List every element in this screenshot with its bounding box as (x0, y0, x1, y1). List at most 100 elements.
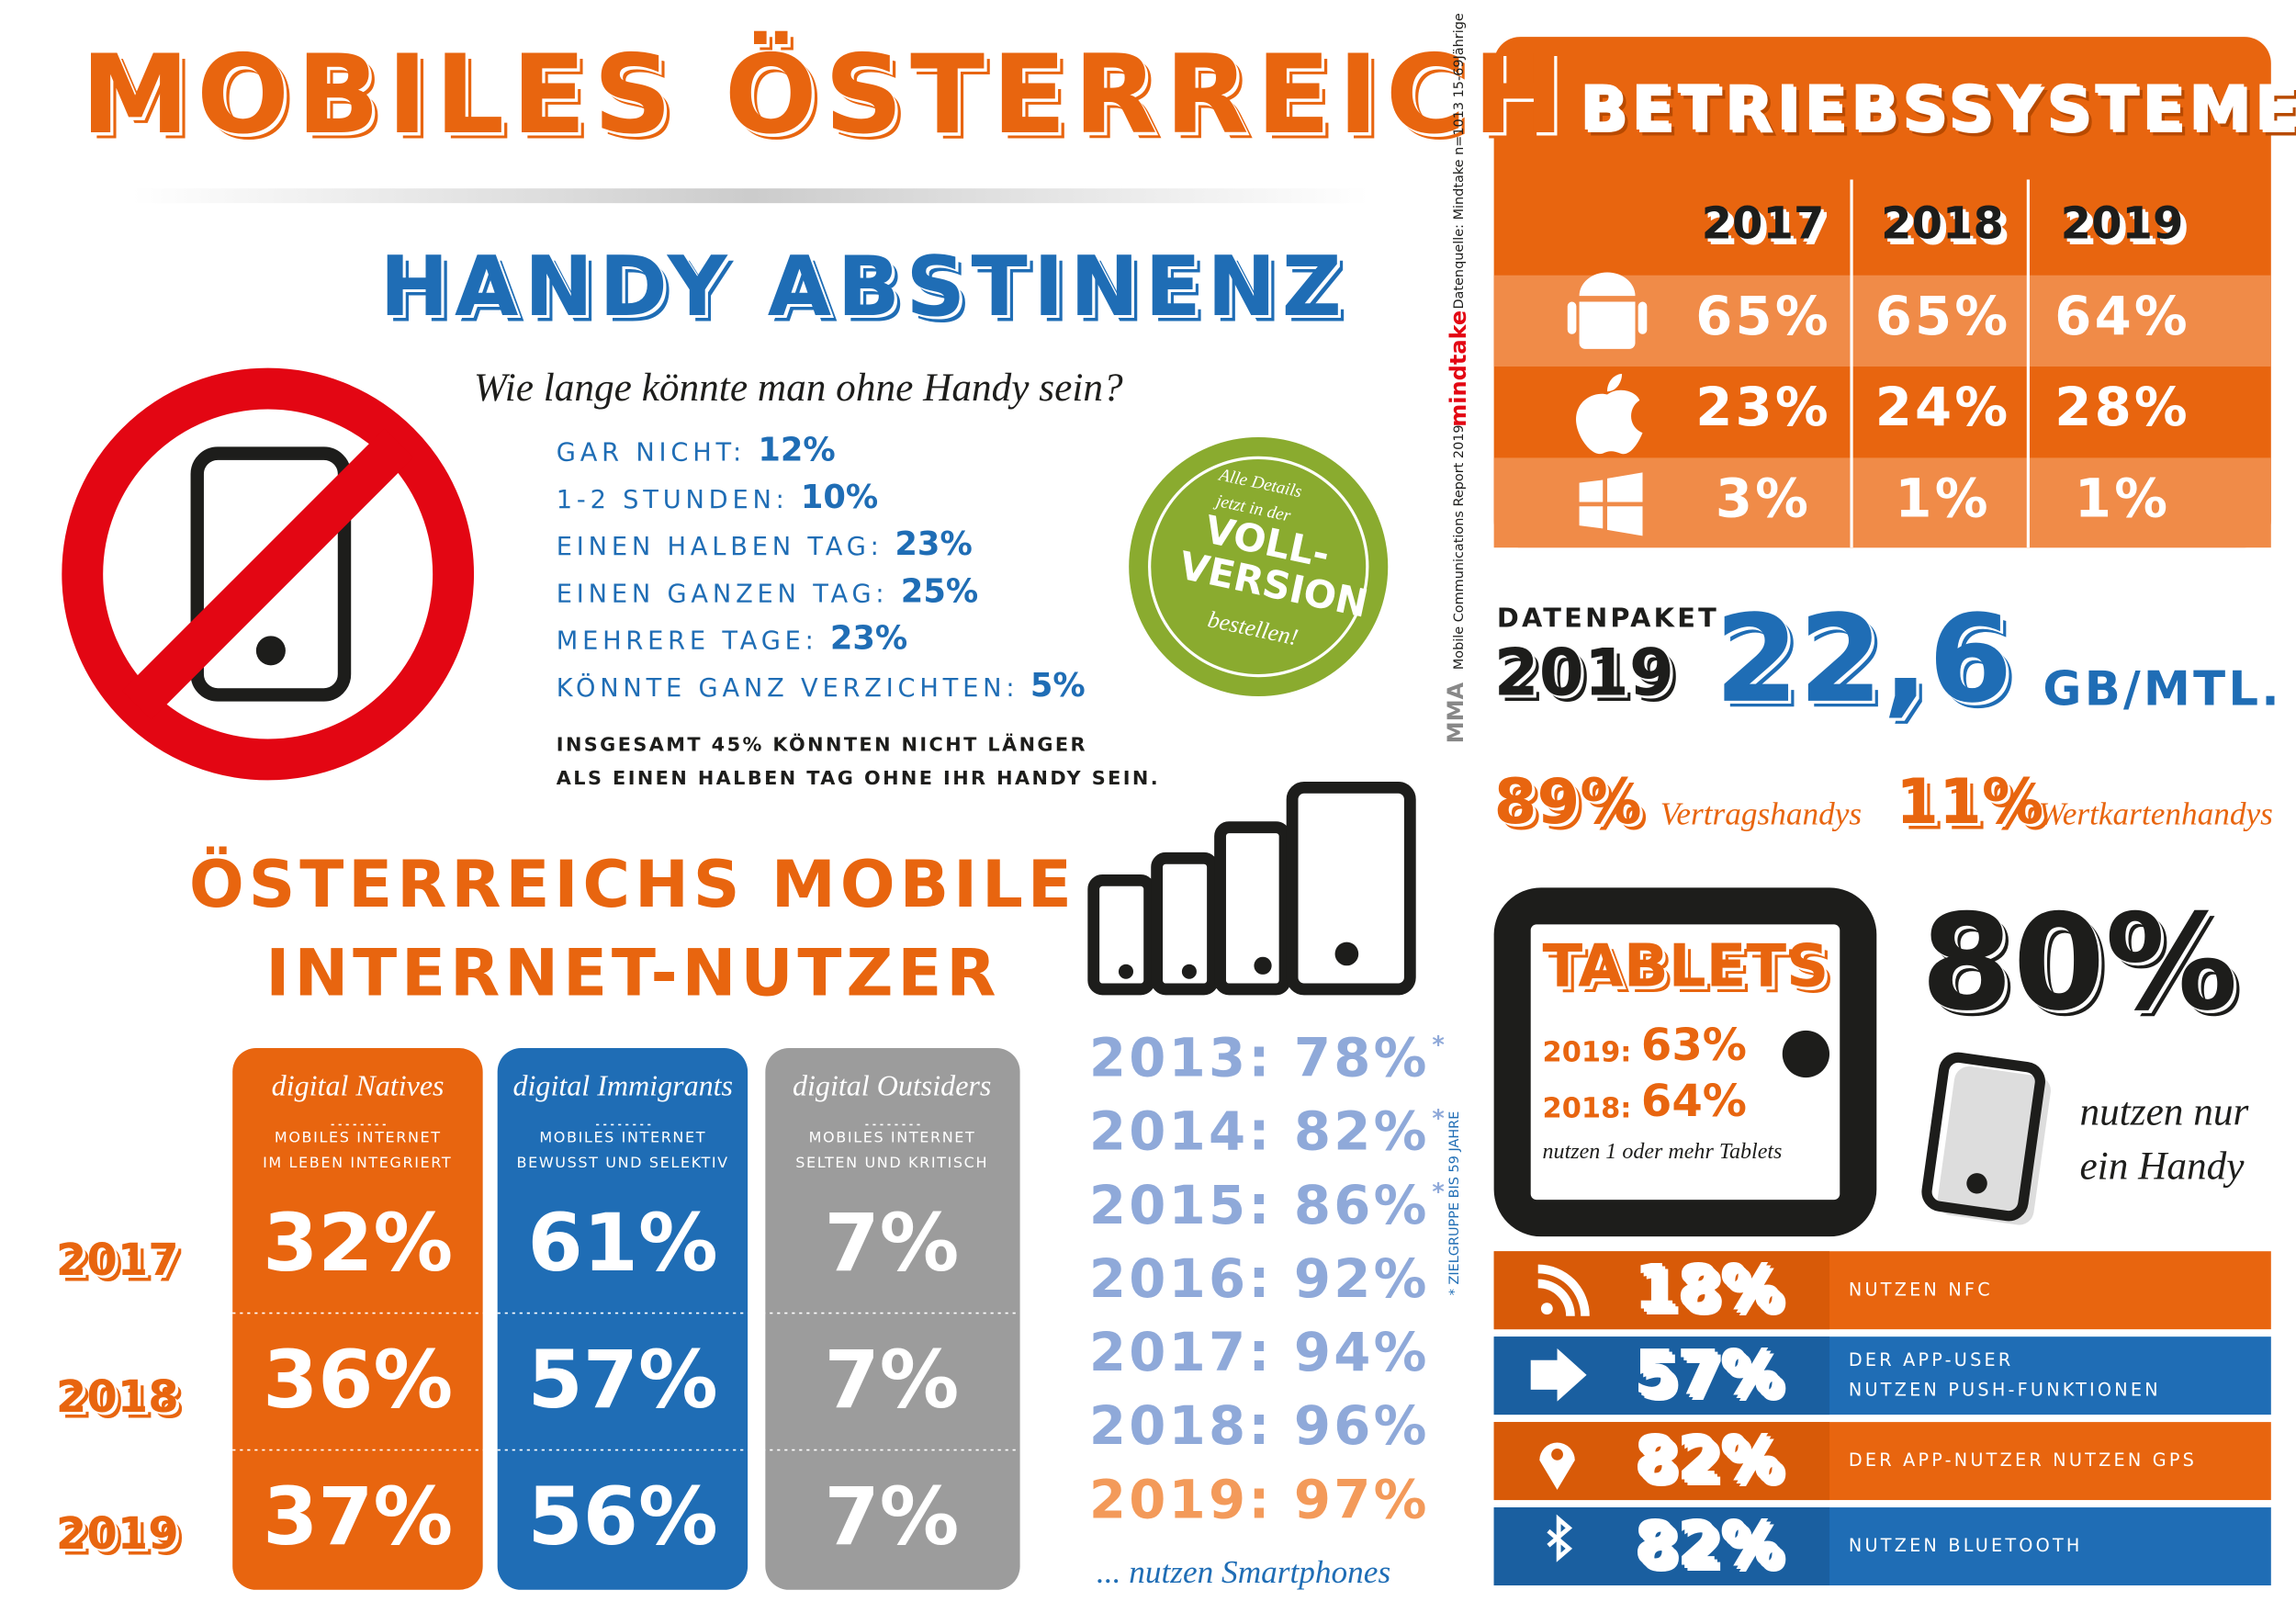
group-value: 36% (263, 1333, 454, 1427)
tablet-title: TABLETS (1542, 933, 1829, 1001)
section-title: BETRIEBSSYSTEME (1579, 72, 2296, 145)
year-label: 2018 (1881, 198, 2004, 251)
smartphone-share: 2013: 78% (1088, 1029, 1430, 1089)
feature-label: DER APP-USER (1848, 1349, 2014, 1371)
feature-share: 82% (1633, 1507, 1782, 1580)
answer-label: GAR NICHT: (556, 438, 746, 468)
group-desc: IM LEBEN INTEGRIERT (263, 1156, 453, 1172)
answer-value: 12% (758, 433, 836, 470)
badge (1129, 436, 1389, 697)
summary-note: INSGESAMT 45% KÖNNTEN NICHT LÄNGER (556, 734, 1088, 757)
footnote-mark: * (1432, 1178, 1445, 1206)
smartphone-share: 2019: 97% (1088, 1470, 1430, 1531)
report: Mobile Communications Report 2019 (1452, 424, 1468, 671)
group-desc: SELTEN UND KRITISCH (795, 1156, 989, 1172)
section-title: ÖSTERREICHS MOBILE (188, 848, 1076, 923)
section-title: INTERNET-NUTZER (265, 936, 1001, 1011)
year-label: 2019 (2060, 198, 2184, 251)
tablet-year: 2019: (1542, 1036, 1632, 1069)
answer-label: EINEN GANZEN TAG: (556, 580, 889, 610)
feature-share: 57% (1633, 1336, 1782, 1409)
os-share: 65% (1695, 287, 1831, 348)
feature-icons (1530, 1264, 1590, 1562)
summary-note: ALS EINEN HALBEN TAG OHNE IHR HANDY SEIN… (556, 768, 1161, 791)
group-name: digital Natives (271, 1070, 445, 1103)
data-volume: 22,6 (1715, 590, 2013, 730)
year-label: 2019 (55, 1508, 179, 1561)
group-desc: MOBILES INTERNET (539, 1130, 707, 1147)
source: Datenquelle: Mindtake n=1013 15-69Jährig… (1452, 13, 1468, 310)
feature-label: NUTZEN PUSH-FUNKTIONEN (1848, 1379, 2161, 1401)
contract-share: 11% (1896, 765, 2044, 838)
answer-label: 1-2 STUNDEN: (556, 485, 789, 515)
single-phone (1921, 1052, 2051, 1225)
contract-label: Wertkartenhandys (2038, 795, 2273, 832)
single-handy-caption: ein Handy (2079, 1144, 2245, 1189)
group-value: 7% (824, 1470, 960, 1563)
contract-label: Vertragshandys (1660, 795, 1863, 832)
answer-value: 5% (1030, 668, 1086, 705)
outsiders-column (765, 1048, 1020, 1590)
os-share: 24% (1874, 378, 2011, 439)
group-value: 7% (824, 1196, 960, 1290)
main-title: MOBILES ÖSTERREICH (81, 32, 1572, 160)
immigrants-column (497, 1048, 748, 1590)
os-share: 1% (2074, 469, 2171, 530)
subtitle: Wie lange könnte man ohne Handy sein? (474, 365, 1123, 410)
tablet-year: 2018: (1542, 1092, 1632, 1125)
single-handy-share: 80% (1920, 885, 2238, 1042)
feature-bars (1493, 1251, 2271, 1586)
footnote: * ZIELGRUPPE BIS 59 JAHRE (1447, 1111, 1463, 1296)
os-share: 28% (2054, 378, 2190, 439)
footnote-mark: * (1432, 1103, 1445, 1133)
os-share: 65% (1874, 287, 2011, 348)
data-label: DATENPAKET (1496, 603, 1720, 635)
phone-sizes (1087, 781, 1416, 996)
feature-share: 18% (1633, 1251, 1782, 1324)
year-label: 2018 (55, 1371, 179, 1424)
natives-column (232, 1048, 483, 1590)
feature-share: 82% (1633, 1422, 1782, 1494)
contract-share: 89% (1493, 765, 1642, 838)
single-handy-caption: nutzen nur (2079, 1088, 2249, 1134)
year-label: 2017 (55, 1235, 179, 1287)
no-phone-sign (62, 367, 475, 781)
smartphone-share: 2017: 94% (1088, 1323, 1430, 1384)
feature-label: NUTZEN BLUETOOTH (1848, 1535, 2083, 1556)
smartphone-share: 2018: 96% (1088, 1396, 1430, 1458)
group-desc: BEWUSST UND SELEKTIV (516, 1156, 729, 1172)
title-shadow (132, 188, 1369, 204)
os-icons (1567, 272, 1648, 536)
group-value: 32% (263, 1196, 454, 1290)
answer-value: 25% (900, 574, 979, 612)
tablet-share: 64% (1640, 1076, 1747, 1128)
smartphone-share: 2016: 92% (1088, 1249, 1430, 1311)
tablet-caption: nutzen 1 oder mehr Tablets (1542, 1141, 1783, 1165)
os-share: 3% (1715, 469, 1812, 530)
smartphone-share: 2014: 82% (1088, 1102, 1430, 1164)
group-value: 57% (527, 1333, 718, 1427)
group-name: digital Immigrants (512, 1070, 734, 1103)
answer-label: EINEN HALBEN TAG: (556, 533, 884, 563)
footnote-mark: * (1432, 1030, 1445, 1059)
os-share: 64% (2054, 287, 2190, 348)
os-dividers (1850, 179, 2030, 548)
year-label: 2017 (1701, 198, 1825, 251)
answer-label: MEHRERE TAGE: (556, 626, 818, 657)
tablet-share: 63% (1640, 1020, 1747, 1072)
phone-dots (1118, 942, 1359, 979)
os-share: 1% (1895, 469, 1991, 530)
group-name: digital Outsiders (793, 1070, 992, 1103)
tablet-screen (1530, 924, 1840, 1201)
answer-value: 10% (800, 479, 879, 517)
group-value: 37% (263, 1470, 454, 1563)
group-desc: MOBILES INTERNET (274, 1130, 442, 1147)
feature-label: NUTZEN NFC (1848, 1279, 1993, 1301)
group-value: 56% (527, 1470, 718, 1563)
logo: MMA (1442, 682, 1469, 744)
answer-value: 23% (829, 621, 908, 659)
group-value: 7% (824, 1333, 960, 1427)
